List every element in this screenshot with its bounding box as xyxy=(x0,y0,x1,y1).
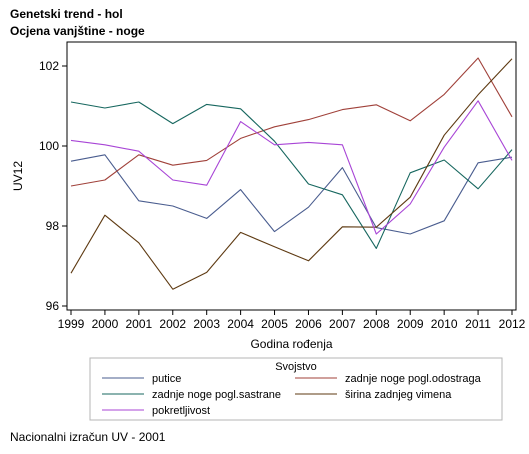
x-axis-label: Godina rođenja xyxy=(250,337,332,351)
x-tick-label: 2005 xyxy=(261,317,288,331)
series-line xyxy=(70,101,513,249)
chart-subtitle: Ocjena vanjštine - noge xyxy=(10,24,145,38)
legend-title: Svojstvo xyxy=(275,361,317,373)
x-tick-label: 2009 xyxy=(397,317,424,331)
y-tick-label: 98 xyxy=(46,219,60,233)
x-tick-label: 2004 xyxy=(227,317,254,331)
chart-legend: Svojstvo putice zadnje noge pogl.odostraga… xyxy=(89,357,503,421)
x-tick-label: 1999 xyxy=(58,317,85,331)
series-line xyxy=(70,58,513,290)
y-tick-label: 96 xyxy=(46,299,60,313)
series-line xyxy=(70,154,513,235)
x-tick-label: 2012 xyxy=(499,317,526,331)
legend-entry-label: putice xyxy=(152,373,181,385)
legend-entry-label: zadnje noge pogl.odostraga xyxy=(345,373,482,385)
x-tick-label: 2007 xyxy=(329,317,356,331)
x-tick-label: 2006 xyxy=(295,317,322,331)
plot-frame xyxy=(66,41,517,311)
y-tick-label: 100 xyxy=(39,139,59,153)
legend-entry-label: pokretljivost xyxy=(152,405,210,417)
x-tick-label: 2010 xyxy=(431,317,458,331)
series-line xyxy=(70,57,513,187)
y-tick-label: 102 xyxy=(39,59,59,73)
footnote: Nacionalni izračun UV - 2001 xyxy=(10,430,166,444)
legend-frame xyxy=(89,357,503,421)
x-tick-label: 2008 xyxy=(363,317,390,331)
x-tick-label: 2011 xyxy=(465,317,491,331)
x-tick-label: 2000 xyxy=(92,317,119,331)
x-tick-label: 2001 xyxy=(125,317,152,331)
legend-entry-label: širina zadnjeg vimena xyxy=(345,389,452,401)
y-axis-label: UV12 xyxy=(11,161,25,191)
chart-axes: 96 98 100 102 1999 2000 2001 2002 2003 2004 2005 20… xyxy=(11,41,526,351)
x-tick-label: 2002 xyxy=(159,317,186,331)
chart-title: Genetski trend - hol xyxy=(10,7,123,21)
chart-lines xyxy=(70,57,513,290)
x-tick-label: 2003 xyxy=(193,317,220,331)
series-line xyxy=(70,100,513,235)
legend-entry-label: zadnje noge pogl.sastrane xyxy=(152,389,281,401)
